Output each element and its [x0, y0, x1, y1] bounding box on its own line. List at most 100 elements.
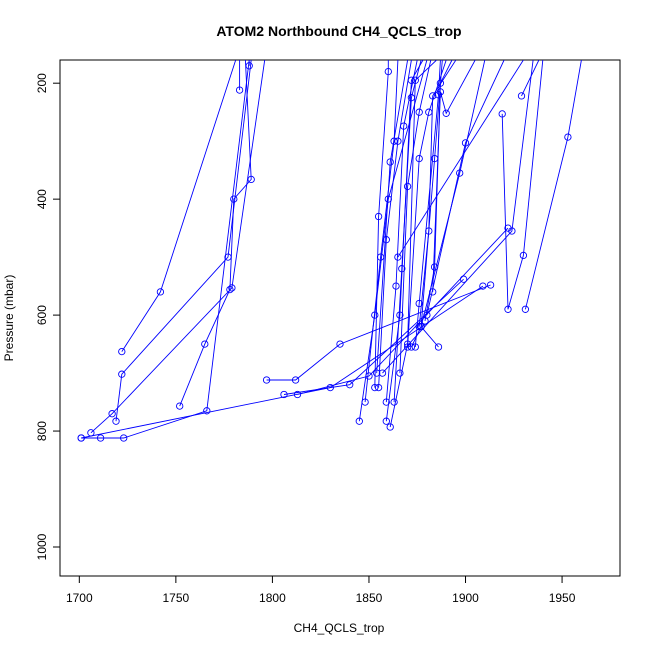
data-point: [384, 67, 392, 76]
data-point: [230, 195, 238, 203]
data-point: [378, 369, 387, 377]
profile-line: [90, 60, 266, 434]
x-tick-label: 1850: [356, 591, 383, 605]
x-tick-label: 1700: [66, 591, 93, 605]
data-point: [118, 347, 126, 356]
data-point: [373, 369, 381, 377]
chart-title: ATOM2 Northbound CH4_QCLS_trop: [216, 23, 461, 39]
data-point: [425, 227, 433, 235]
y-axis: 200 400 600 800 1000: [35, 73, 61, 560]
profile-line: [297, 227, 509, 395]
data-point: [519, 251, 528, 260]
data-point: [411, 343, 419, 351]
data-point: [374, 212, 383, 221]
data-point: [407, 343, 416, 351]
data-layer: [77, 60, 582, 442]
data-point: [361, 398, 369, 406]
profile-line: [399, 60, 432, 374]
data-point: [436, 88, 445, 96]
data-point: [403, 343, 412, 351]
data-point: [112, 417, 120, 425]
profile-line: [418, 60, 457, 327]
data-point: [374, 383, 383, 392]
y-tick-label: 200: [35, 73, 49, 93]
y-tick-label: 600: [35, 305, 49, 325]
data-point: [203, 407, 211, 415]
data-point: [442, 109, 450, 117]
data-point: [96, 434, 105, 442]
data-point: [517, 92, 526, 100]
data-point: [504, 305, 512, 313]
data-point: [293, 390, 302, 399]
profile-line: [420, 60, 486, 348]
y-tick-label: 400: [35, 189, 49, 209]
data-point: [346, 381, 354, 389]
profile-line: [393, 60, 422, 403]
x-tick-label: 1950: [549, 591, 576, 605]
data-point: [108, 410, 116, 418]
data-point: [228, 284, 236, 292]
profile-line: [432, 60, 476, 292]
data-point: [434, 343, 443, 351]
x-tick-label: 1750: [163, 591, 190, 605]
data-point: [386, 423, 394, 431]
data-point: [436, 79, 445, 87]
data-point: [176, 402, 184, 410]
profile-line: [414, 60, 441, 348]
data-point: [291, 376, 300, 384]
data-point: [461, 139, 470, 147]
profile-line: [121, 60, 237, 352]
profile-line: [376, 60, 409, 374]
data-point: [382, 236, 390, 244]
data-point: [396, 369, 404, 377]
data-point: [326, 383, 334, 392]
data-point: [392, 282, 400, 290]
data-point: [564, 133, 572, 141]
profile-line: [426, 60, 505, 316]
plot-area: [77, 60, 582, 442]
data-point: [280, 390, 288, 399]
y-tick-label: 800: [35, 421, 49, 441]
data-point: [486, 281, 495, 289]
data-point: [429, 92, 437, 100]
profile-line: [501, 60, 544, 310]
data-point: [394, 137, 402, 145]
x-axis-title: CH4_QCLS_trop: [294, 621, 385, 635]
data-point: [403, 182, 412, 191]
profile-line: [179, 60, 252, 407]
profile-line: [81, 60, 250, 439]
profile-line: [407, 60, 447, 348]
profile-line: [364, 60, 399, 403]
data-point: [508, 227, 516, 235]
data-point: [394, 253, 402, 261]
profile-line: [378, 60, 412, 388]
data-point: [415, 108, 423, 116]
data-point: [118, 370, 126, 378]
data-point: [235, 86, 244, 94]
x-tick-label: 1900: [452, 591, 479, 605]
data-point: [156, 288, 165, 296]
profile-line: [358, 60, 428, 422]
data-point: [390, 398, 398, 406]
data-point: [226, 285, 234, 294]
profile-line: [521, 60, 540, 97]
data-point: [415, 323, 423, 331]
data-point: [120, 434, 128, 442]
x-tick-label: 1800: [259, 591, 286, 605]
profile-line: [382, 60, 534, 374]
data-point: [415, 299, 423, 308]
profile-line: [397, 60, 524, 258]
data-point: [479, 282, 487, 290]
data-point: [77, 434, 85, 442]
data-point: [423, 311, 431, 319]
data-point: [396, 311, 404, 319]
y-tick-label: 1000: [35, 533, 49, 560]
data-point: [382, 398, 390, 406]
data-point: [245, 62, 253, 70]
data-point: [521, 305, 530, 313]
profile-line: [266, 284, 491, 381]
data-point: [371, 383, 379, 392]
data-point: [398, 265, 406, 273]
data-point: [262, 376, 271, 384]
